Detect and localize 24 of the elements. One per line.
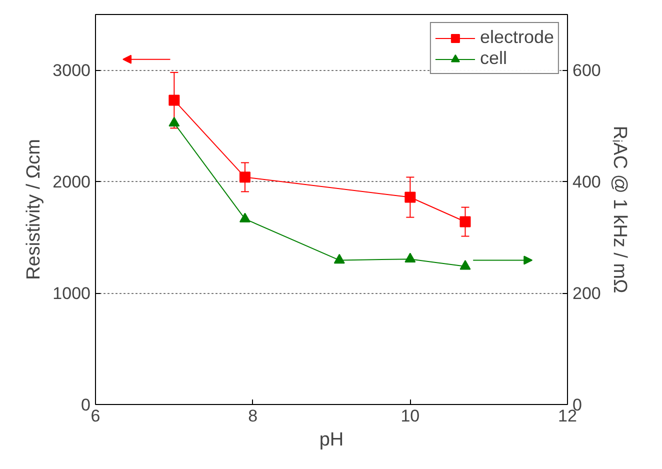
- y2-axis-title: RᵢAC @ 1 kHz / mΩ: [608, 126, 630, 294]
- point: [404, 192, 416, 203]
- y-tick-label: 1000: [52, 284, 91, 304]
- y-tick-label: 2000: [52, 172, 91, 192]
- x-tick-label: 6: [90, 406, 100, 426]
- point: [334, 254, 345, 264]
- y-axis-title: Resistivity / Ωcm: [24, 139, 45, 280]
- point: [239, 172, 250, 183]
- legend-label: electrode: [480, 27, 554, 48]
- x-axis-title: pH: [319, 430, 344, 450]
- x-tick-label: 10: [400, 406, 420, 426]
- y2-tick-label: 400: [572, 172, 601, 192]
- legend-label: cell: [480, 48, 507, 69]
- y-tick-label: 0: [81, 396, 91, 414]
- point: [460, 260, 471, 270]
- y2-tick-label: 600: [572, 61, 601, 80]
- point: [460, 216, 471, 228]
- point: [168, 94, 180, 106]
- y2-tick-label: 200: [572, 284, 601, 304]
- y-tick-label: 3000: [52, 61, 91, 80]
- point: [404, 252, 416, 262]
- point: [168, 116, 180, 127]
- x-tick-label: 8: [248, 406, 258, 426]
- point: [239, 212, 250, 222]
